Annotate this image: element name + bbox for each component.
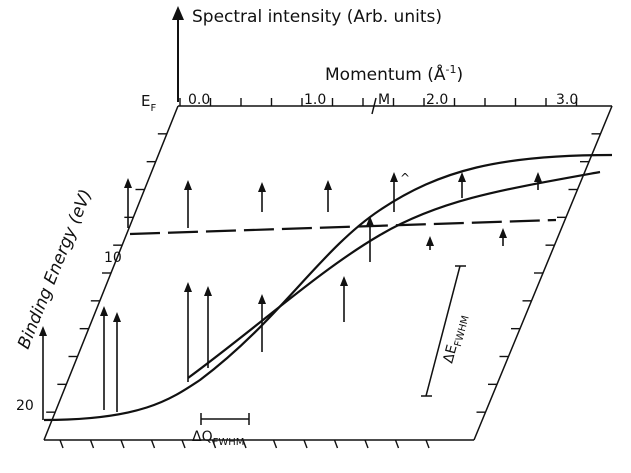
- momentum-axis-label: Momentum (Å-1): [325, 63, 463, 85]
- delta-q-label: ΔQFWHM: [192, 429, 244, 448]
- fermi-level-label: EF: [141, 92, 156, 114]
- intensity-arrow-icon: [458, 172, 466, 182]
- bottom-tick: [333, 439, 339, 449]
- bottom-tick: [242, 439, 247, 449]
- diagram-frame: [43, 105, 613, 441]
- dispersion-curve-upper: [43, 153, 613, 422]
- tick-marks: [46, 98, 601, 449]
- spectral-intensity-axis-arrow-icon: [172, 6, 184, 20]
- energy-tick-label: 20: [16, 398, 34, 414]
- momentum-tick-label: 1.0: [304, 92, 326, 108]
- bottom-tick: [394, 439, 400, 449]
- intensity-arrow-icon: [100, 306, 108, 316]
- flat-band-dashed: [129, 218, 557, 236]
- intensity-arrow-icon: [340, 276, 348, 286]
- intensity-arrow-icon: [366, 216, 374, 226]
- intensity-arrow-icon: [426, 236, 434, 246]
- intensity-arrow-icon: [499, 228, 507, 238]
- bottom-tick: [120, 439, 125, 449]
- spectral-arrows: [39, 172, 542, 420]
- dispersion-curve-lower: [187, 170, 601, 379]
- hat-marker: ^: [400, 171, 410, 185]
- bottom-tick: [272, 439, 278, 449]
- spectral-intensity-label: Spectral intensity (Arb. units): [192, 7, 442, 27]
- momentum-tick-label: 2.0: [426, 92, 448, 108]
- intensity-arrow-icon: [184, 180, 192, 190]
- intensity-arrow-icon: [258, 294, 266, 304]
- bottom-tick: [364, 439, 369, 449]
- intensity-arrow-icon: [204, 286, 212, 296]
- intensity-arrow-icon: [124, 178, 132, 188]
- bottom-tick: [425, 439, 430, 449]
- bottom-tick: [211, 439, 217, 449]
- intensity-arrow-icon: [258, 182, 266, 192]
- delta-q-fwhm-marker: ΔQFWHM: [192, 413, 250, 448]
- binding-energy-label: Binding Energy (eV): [14, 187, 96, 352]
- intensity-arrow-icon: [534, 172, 542, 182]
- momentum-tick-label: 3.0: [556, 92, 578, 108]
- delta-e-bar: [425, 265, 461, 397]
- momentum-tick-label: 0.0: [188, 92, 210, 108]
- delta-e-fwhm-marker: ΔEFWHM: [421, 265, 472, 397]
- intensity-arrow-icon: [324, 180, 332, 190]
- bottom-tick: [181, 439, 186, 449]
- intensity-arrow-icon: [39, 326, 47, 336]
- bottom-tick: [59, 439, 64, 449]
- intensity-arrow-icon: [184, 282, 192, 292]
- intensity-arrow-icon: [390, 172, 398, 182]
- bottom-tick: [303, 439, 308, 449]
- m-point-label: M: [378, 92, 390, 108]
- intensity-arrow-icon: [113, 312, 121, 322]
- energy-tick-label: 10: [104, 250, 122, 266]
- bottom-tick: [150, 439, 156, 449]
- bottom-tick: [89, 439, 95, 449]
